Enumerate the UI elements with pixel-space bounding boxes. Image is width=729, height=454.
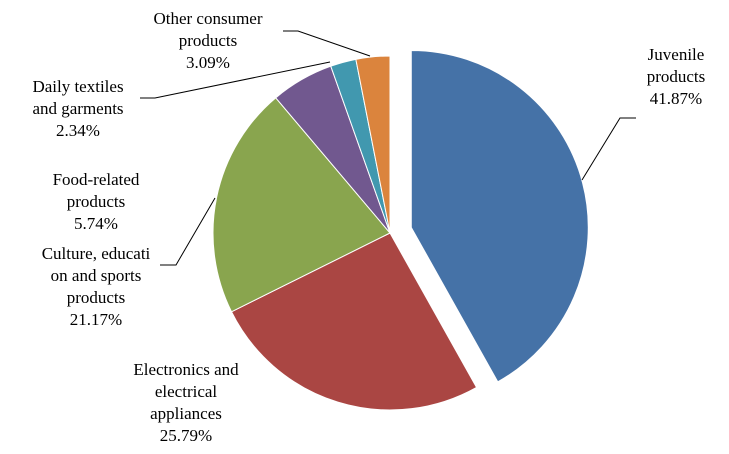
slice-label-culture: Culture, educati on and sports products 21.… — [42, 244, 151, 329]
leader-line-culture — [160, 197, 216, 266]
leader-line-other — [283, 30, 371, 57]
pie-slices — [212, 49, 589, 411]
slice-label-textiles: Daily textiles and garments 2.34% — [32, 77, 123, 140]
slice-label-food: Food-related products 5.74% — [53, 170, 140, 233]
leader-lines — [140, 30, 636, 266]
slice-label-other: Other consumer products 3.09% — [153, 9, 262, 72]
pie-slice-electronics — [230, 232, 478, 411]
slice-label-juvenile: Juvenile products 41.87% — [647, 45, 706, 108]
pie-slice-other — [355, 55, 391, 234]
leader-line-juvenile — [581, 117, 636, 181]
pie-slice-culture — [212, 97, 391, 313]
leader-line-textiles — [140, 61, 331, 99]
slice-label-electronics: Electronics and electrical appliances 25.79… — [133, 360, 239, 445]
slice-labels: Juvenile products 41.87% Electronics and ele… — [32, 9, 705, 445]
pie-slice-juvenile — [410, 49, 589, 383]
